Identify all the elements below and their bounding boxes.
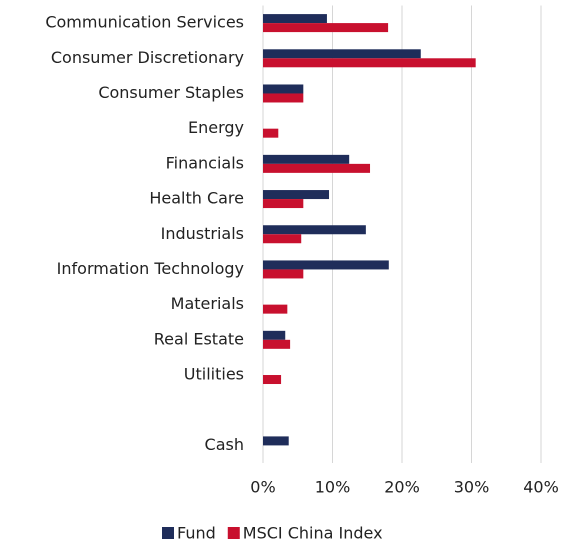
bar xyxy=(263,330,286,340)
bar xyxy=(263,84,304,94)
bar xyxy=(263,225,366,235)
bar xyxy=(263,375,282,385)
y-tick-label: Materials xyxy=(171,294,244,313)
x-tick-label: 10% xyxy=(315,478,351,497)
y-tick-label: Financials xyxy=(166,153,244,172)
y-tick-label: Utilities xyxy=(184,365,244,384)
x-tick-label: 40% xyxy=(523,478,559,497)
y-tick-label: Cash xyxy=(205,435,244,454)
bar xyxy=(263,199,304,209)
legend-label: Fund xyxy=(177,524,216,543)
bar xyxy=(263,23,389,33)
y-tick-label: Real Estate xyxy=(154,329,244,348)
legend-swatch xyxy=(227,527,240,539)
y-tick-label: Industrials xyxy=(161,224,244,243)
y-tick-label: Consumer Staples xyxy=(98,83,244,102)
x-tick-label: 0% xyxy=(250,478,275,497)
bar xyxy=(263,269,304,279)
bar xyxy=(263,58,476,68)
bar xyxy=(263,93,304,103)
bar xyxy=(263,128,279,138)
bar xyxy=(263,154,350,164)
y-tick-label: Communication Services xyxy=(45,13,244,32)
legend-label: MSCI China Index xyxy=(243,524,383,543)
x-tick-label: 20% xyxy=(384,478,420,497)
bar xyxy=(263,234,302,244)
bar xyxy=(263,339,291,349)
bar xyxy=(263,260,389,270)
bar xyxy=(263,14,327,24)
y-tick-label: Health Care xyxy=(149,189,244,208)
y-tick-label: Consumer Discretionary xyxy=(51,48,244,67)
legend-swatch xyxy=(162,527,174,539)
bar xyxy=(263,163,371,173)
y-tick-label: Energy xyxy=(188,118,244,137)
x-tick-label: 30% xyxy=(454,478,490,497)
bar xyxy=(263,436,289,446)
bar xyxy=(263,304,288,314)
y-tick-label: Information Technology xyxy=(57,259,244,278)
bar xyxy=(263,190,330,200)
bar xyxy=(263,49,421,59)
